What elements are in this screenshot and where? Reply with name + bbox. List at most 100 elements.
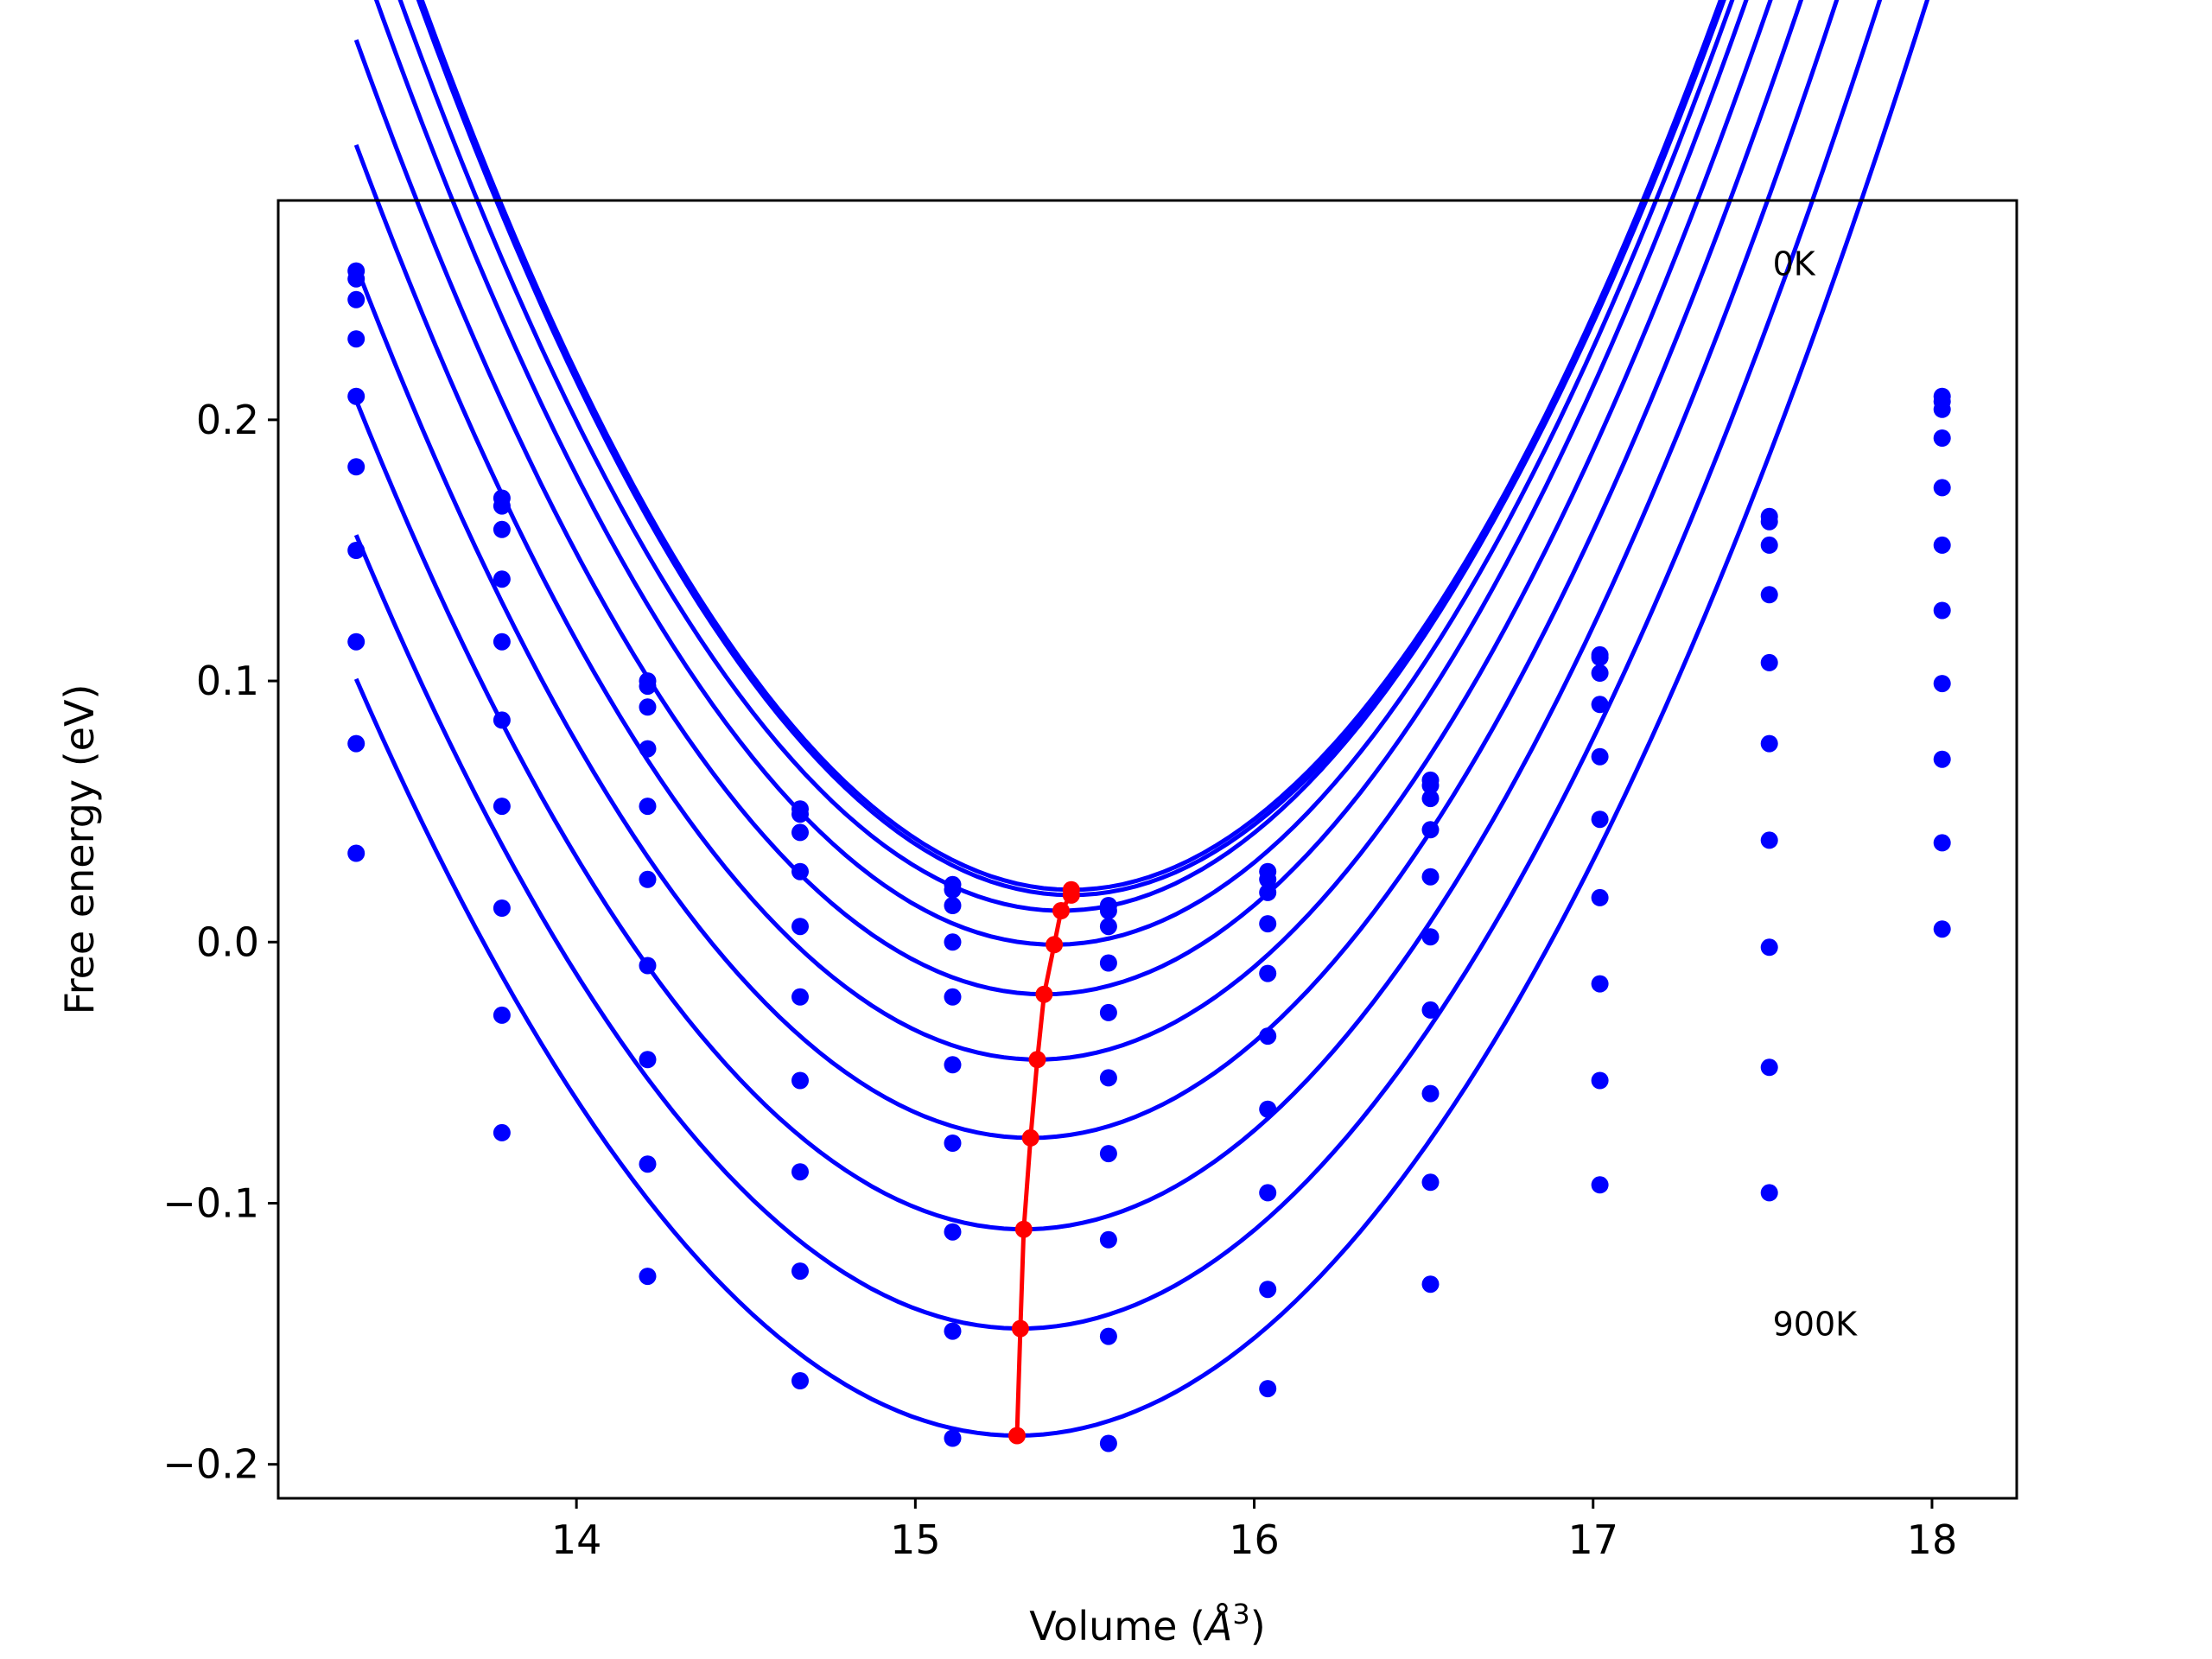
data-point bbox=[791, 823, 809, 842]
y-tick-label: 0.1 bbox=[196, 658, 259, 704]
y-ticks: −0.2 −0.1 0.0 0.1 0.2 bbox=[162, 397, 278, 1488]
data-point bbox=[1933, 675, 1951, 693]
data-point bbox=[347, 458, 365, 476]
data-point bbox=[944, 1135, 962, 1152]
series-300K bbox=[347, 0, 1951, 972]
y-axis-title: Free energy (eV) bbox=[56, 684, 103, 1015]
x-tick-label: 15 bbox=[890, 1516, 941, 1563]
data-point bbox=[1591, 975, 1609, 993]
data-point bbox=[1760, 938, 1778, 957]
data-point bbox=[1760, 653, 1778, 671]
series-700K bbox=[347, 0, 1951, 1249]
x-tick-label: 17 bbox=[1567, 1516, 1618, 1563]
data-point bbox=[639, 1051, 657, 1069]
fit-curve-800K bbox=[353, 0, 1883, 1332]
data-point bbox=[1933, 536, 1951, 554]
data-point bbox=[1099, 918, 1117, 936]
data-point bbox=[791, 988, 809, 1006]
fit-curve-700K bbox=[353, 0, 1840, 1232]
data-point bbox=[1591, 1071, 1609, 1090]
equilibrium-point bbox=[1021, 1128, 1039, 1147]
data-point bbox=[493, 899, 511, 917]
x-axis-title: Volume (Å3) bbox=[1029, 1598, 1265, 1649]
data-point bbox=[639, 1268, 657, 1286]
equilibrium-point bbox=[1028, 1051, 1046, 1069]
fit-curve-400K bbox=[353, 0, 1749, 997]
fit-curve-300K bbox=[373, 0, 1735, 947]
data-point bbox=[1259, 964, 1277, 982]
data-point bbox=[944, 988, 962, 1006]
minimum-curve-layer bbox=[1008, 880, 1080, 1445]
series-800K bbox=[347, 0, 1951, 1345]
data-point bbox=[639, 798, 657, 816]
data-point bbox=[1591, 1176, 1609, 1194]
data-point bbox=[1259, 870, 1277, 888]
fit-curve-200K bbox=[397, 0, 1725, 913]
data-point bbox=[791, 1262, 809, 1281]
data-point bbox=[1760, 536, 1778, 554]
data-point bbox=[1099, 954, 1117, 972]
data-point bbox=[1760, 734, 1778, 753]
data-point bbox=[944, 1056, 962, 1074]
plot-frame bbox=[276, 199, 2018, 1500]
data-point bbox=[493, 1123, 511, 1141]
equilibrium-point bbox=[1046, 936, 1064, 954]
y-tick-label: 0.0 bbox=[196, 918, 259, 965]
data-point bbox=[639, 870, 657, 888]
fit-curve-600K bbox=[353, 0, 1804, 1141]
data-point bbox=[944, 933, 962, 951]
data-point bbox=[347, 387, 365, 405]
data-point bbox=[791, 918, 809, 936]
data-point bbox=[1933, 750, 1951, 768]
data-point bbox=[1760, 512, 1778, 531]
data-point bbox=[1099, 1434, 1117, 1452]
y-tick-label: −0.1 bbox=[162, 1179, 259, 1226]
data-point bbox=[347, 632, 365, 651]
data-point bbox=[347, 734, 365, 753]
equilibrium-point bbox=[1062, 886, 1080, 904]
data-point bbox=[1421, 777, 1440, 794]
data-point bbox=[1591, 648, 1609, 666]
data-point bbox=[1933, 400, 1951, 418]
data-point bbox=[1099, 1230, 1117, 1249]
data-point bbox=[1760, 831, 1778, 849]
data-point bbox=[1421, 928, 1440, 946]
data-point bbox=[1933, 429, 1951, 447]
equilibrium-volume-line bbox=[1014, 889, 1074, 1436]
data-point bbox=[1421, 1275, 1440, 1294]
y-tick-label: 0.2 bbox=[196, 397, 259, 443]
data-point bbox=[791, 1372, 809, 1389]
data-point bbox=[493, 520, 511, 538]
data-point bbox=[639, 1155, 657, 1173]
data-point bbox=[1760, 586, 1778, 604]
data-point bbox=[1099, 1327, 1117, 1345]
annotation-900K: 900K bbox=[1773, 1306, 1859, 1344]
data-point bbox=[1259, 1281, 1277, 1299]
data-point bbox=[1421, 1084, 1440, 1103]
x-tick-label: 14 bbox=[551, 1516, 602, 1563]
data-point bbox=[639, 698, 657, 716]
data-point bbox=[1259, 1184, 1277, 1202]
equilibrium-point bbox=[1014, 1220, 1033, 1238]
series-layer bbox=[347, 0, 1951, 1452]
series-400K bbox=[347, 0, 1951, 1021]
data-point bbox=[493, 798, 511, 816]
equilibrium-point bbox=[1052, 902, 1070, 919]
data-point bbox=[1933, 834, 1951, 852]
data-point bbox=[347, 844, 365, 862]
data-point bbox=[1760, 1058, 1778, 1077]
data-point bbox=[791, 1163, 809, 1181]
data-point bbox=[1099, 1145, 1117, 1163]
data-point bbox=[1421, 1173, 1440, 1192]
data-point bbox=[1421, 1001, 1440, 1019]
data-point bbox=[944, 1429, 962, 1447]
x-tick-label: 16 bbox=[1229, 1516, 1280, 1563]
data-point bbox=[1421, 790, 1440, 808]
data-point bbox=[791, 1071, 809, 1090]
annotation-0K: 0K bbox=[1773, 245, 1816, 283]
series-900K bbox=[347, 0, 1951, 1452]
annotations: 0K 900K bbox=[1773, 245, 1859, 1344]
fit-curve-500K bbox=[353, 0, 1773, 1062]
